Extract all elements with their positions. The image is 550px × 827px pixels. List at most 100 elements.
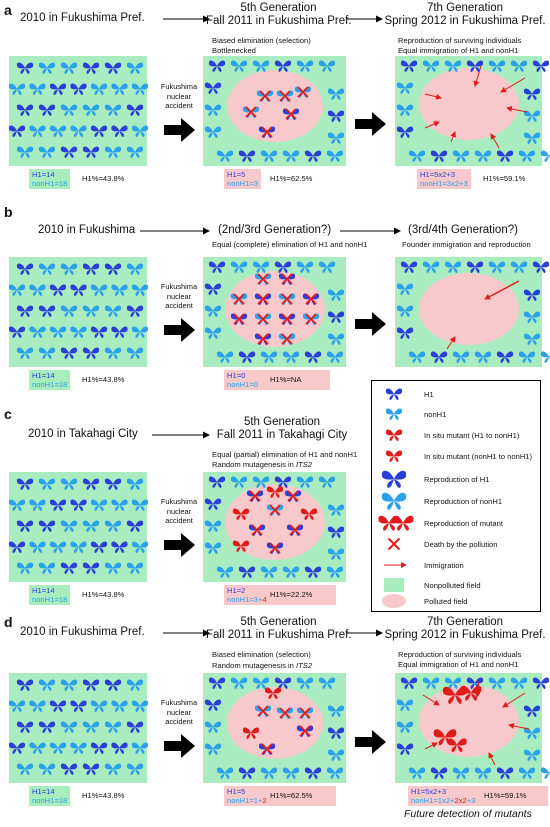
butterfly-nonh1-icon	[260, 767, 278, 779]
butterfly-nonh1-icon	[204, 327, 222, 339]
butterfly-nonh1-icon	[474, 150, 492, 162]
stat-nonh1: nonH1=18	[32, 595, 68, 604]
panel-d-accident-label: Fukushima nuclear accident	[160, 698, 198, 726]
polluted-zone	[227, 687, 323, 759]
field-c1	[8, 472, 149, 582]
stat-d1-pct: H1%=43.8%	[82, 791, 125, 800]
stat-d3-pct: H1%=59.1%	[484, 791, 527, 800]
butterfly-h1-icon	[82, 763, 100, 775]
panel-letter-c: c	[4, 406, 12, 422]
panel-b-timeline-arrows	[140, 227, 401, 235]
field-a3	[395, 56, 550, 166]
panel-c-accident-label: Fukushima nuclear accident	[160, 497, 198, 525]
butterfly-h1-icon	[238, 566, 256, 578]
stat-a2-pct: H1%=62.5%	[270, 174, 313, 183]
stat-nonh1: nonH1=3x2+3	[420, 179, 468, 188]
panel-b-title-3rd4th: (3rd/4th Generation?)	[408, 224, 518, 236]
butterfly-h1-icon	[90, 125, 108, 137]
butterfly-h1-icon	[496, 351, 514, 363]
stat-nonh1: nonH1=1+	[227, 796, 263, 805]
butterfly-nonh1-icon	[540, 351, 550, 363]
butterfly-nonh1-icon	[38, 679, 56, 691]
stat-d3: H1=5x2+3 nonH1=1x2+2x2+3	[408, 786, 548, 806]
immigration-arrow	[484, 280, 520, 300]
butterfly-h1-icon	[430, 351, 448, 363]
butterfly-nonh1-icon	[126, 347, 144, 359]
butterfly-nonh1-icon	[104, 562, 122, 574]
panel-c-gen5: 5th Generation	[243, 416, 321, 428]
butterfly-nonh1-icon	[16, 146, 34, 158]
butterfly-h1-icon	[238, 351, 256, 363]
butterfly-nonh1-icon	[230, 261, 248, 273]
butterfly-h1-icon	[126, 520, 144, 532]
butterfly-nonh1-icon	[204, 721, 222, 733]
butterfly-nonh1-icon	[452, 150, 470, 162]
butterfly-nonh1-icon	[49, 742, 67, 754]
polluted-field-svg	[204, 677, 345, 779]
butterfly-h1-icon	[327, 727, 345, 739]
butterfly-h1-icon	[111, 742, 128, 754]
legend-mut-h1: In situ mutant (H1 to nonH1)	[424, 431, 520, 440]
polluted-field-svg	[396, 261, 550, 363]
butterfly-nonh1-icon	[216, 566, 234, 578]
panel-d-timeline-arrows	[163, 629, 383, 637]
butterfly-nonh1-icon	[396, 104, 414, 116]
butterfly-nonh1-icon	[422, 677, 440, 689]
butterfly-nonh1-icon	[82, 104, 100, 116]
butterfly-nonh1-icon	[29, 499, 46, 511]
butterfly-nonh1-icon	[452, 767, 470, 779]
butterfly-nonh1-icon	[70, 742, 87, 754]
butterfly-h1-icon	[126, 104, 144, 116]
butterfly-nonh1-icon	[16, 347, 34, 359]
desc-text: Random mutagenesis in	[212, 460, 296, 469]
butterfly-nonh1-icon	[49, 326, 67, 338]
butterfly-h1-icon	[82, 146, 100, 158]
immigration-arrow	[488, 752, 496, 766]
butterfly-h1-icon	[204, 498, 222, 510]
butterfly-h1-icon	[104, 679, 122, 691]
butterfly-nonh1-icon	[230, 60, 248, 72]
butterfly-nonh1-icon	[60, 62, 78, 74]
big-arrow-icon	[355, 112, 386, 136]
butterfly-h1-icon	[38, 104, 56, 116]
butterfly-h1-icon	[466, 261, 484, 273]
stat-mutant: 2x2	[454, 796, 467, 805]
panel-b-desc-elim: Equal (complete) elimination of H1 and n…	[212, 240, 368, 249]
butterfly-h1-icon	[238, 150, 256, 162]
butterfly-nonh1-icon	[38, 478, 56, 490]
butterfly-h1-icon	[208, 677, 226, 689]
butterfly-h1-icon	[90, 326, 108, 338]
stat-h1: H1=5x2+3	[411, 787, 447, 796]
butterfly-nonh1-icon	[29, 700, 46, 712]
butterfly-nonh1-icon	[540, 767, 550, 779]
butterfly-nonh1-icon	[204, 305, 222, 317]
death-x-icon	[387, 537, 401, 551]
butterfly-nonh1-icon	[126, 62, 144, 74]
panel-d-desc-7th: Reproduction of surviving individuals Eq…	[398, 650, 522, 669]
butterfly-h1-icon	[208, 261, 226, 273]
butterfly-h1-icon	[126, 721, 144, 733]
butterfly-nonh1-icon	[16, 763, 34, 775]
butterfly-h1-icon	[523, 289, 541, 301]
stat-h1: H1=5x2+3	[420, 170, 456, 179]
panel-d-title-7th: 7th Generation Spring 2012 in Fukushima …	[380, 616, 550, 642]
butterfly-grid	[8, 478, 149, 574]
butterfly-h1-icon	[16, 305, 34, 317]
butterfly-nonh1-icon	[204, 104, 222, 116]
butterfly-nonh1-icon	[104, 104, 122, 116]
butterfly-h1-icon	[16, 520, 34, 532]
butterfly-nonh1-icon	[523, 132, 541, 144]
panel-a-spring2012: Spring 2012 in Fukushima Pref.	[384, 15, 546, 27]
panel-b-title-2010: 2010 in Fukushima	[38, 224, 136, 236]
butterfly-nonh1-icon	[282, 767, 300, 779]
butterfly-h1-icon	[49, 83, 67, 95]
stat-mutant: 4	[262, 595, 267, 604]
butterfly-nonh1-icon	[29, 125, 46, 137]
butterfly-h1-icon	[38, 520, 56, 532]
butterfly-nonh1-icon	[327, 749, 345, 761]
butterfly-nonh1-icon	[38, 146, 56, 158]
immigration-arrow	[424, 742, 438, 750]
stat-c2-pct: H1%=22.2%	[270, 590, 313, 599]
butterfly-nonh1-icon	[474, 351, 492, 363]
butterfly-nonh1-icon	[230, 677, 248, 689]
